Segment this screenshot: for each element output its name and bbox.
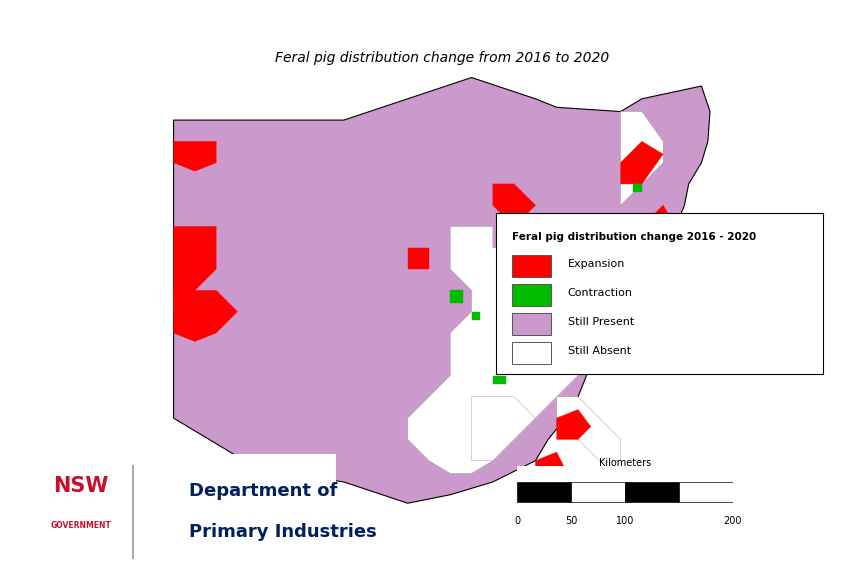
X-axis label: Kilometers: Kilometers bbox=[598, 458, 650, 467]
Polygon shape bbox=[471, 312, 480, 320]
Text: NSW: NSW bbox=[53, 477, 108, 496]
Text: Still Absent: Still Absent bbox=[567, 346, 630, 356]
Polygon shape bbox=[535, 452, 565, 482]
Polygon shape bbox=[556, 397, 620, 461]
Text: Department of: Department of bbox=[189, 482, 337, 500]
Polygon shape bbox=[633, 184, 641, 193]
Polygon shape bbox=[556, 409, 590, 439]
Polygon shape bbox=[492, 184, 535, 227]
Polygon shape bbox=[173, 78, 709, 503]
Polygon shape bbox=[641, 205, 675, 248]
Polygon shape bbox=[620, 141, 662, 184]
FancyBboxPatch shape bbox=[511, 313, 551, 335]
Text: Still Present: Still Present bbox=[567, 317, 633, 327]
Text: Primary Industries: Primary Industries bbox=[189, 523, 376, 542]
Text: GOVERNMENT: GOVERNMENT bbox=[50, 521, 111, 530]
Polygon shape bbox=[471, 397, 535, 461]
Title: Feral pig distribution change from 2016 to 2020: Feral pig distribution change from 2016 … bbox=[275, 51, 608, 65]
FancyBboxPatch shape bbox=[511, 255, 551, 277]
FancyBboxPatch shape bbox=[511, 342, 551, 364]
Polygon shape bbox=[407, 248, 429, 269]
Polygon shape bbox=[407, 227, 620, 473]
Bar bbox=[570, 482, 624, 502]
Polygon shape bbox=[492, 375, 505, 384]
Text: Feral pig distribution change 2016 - 2020: Feral pig distribution change 2016 - 202… bbox=[511, 232, 755, 242]
Polygon shape bbox=[620, 112, 662, 205]
Bar bbox=[678, 482, 732, 502]
Polygon shape bbox=[173, 227, 216, 312]
Polygon shape bbox=[449, 290, 462, 303]
Polygon shape bbox=[513, 269, 556, 312]
Text: Contraction: Contraction bbox=[567, 288, 632, 298]
Polygon shape bbox=[173, 290, 237, 342]
Text: Expansion: Expansion bbox=[567, 259, 624, 269]
Bar bbox=[624, 482, 678, 502]
Bar bbox=[517, 482, 570, 502]
Polygon shape bbox=[173, 141, 216, 171]
FancyBboxPatch shape bbox=[511, 283, 551, 306]
